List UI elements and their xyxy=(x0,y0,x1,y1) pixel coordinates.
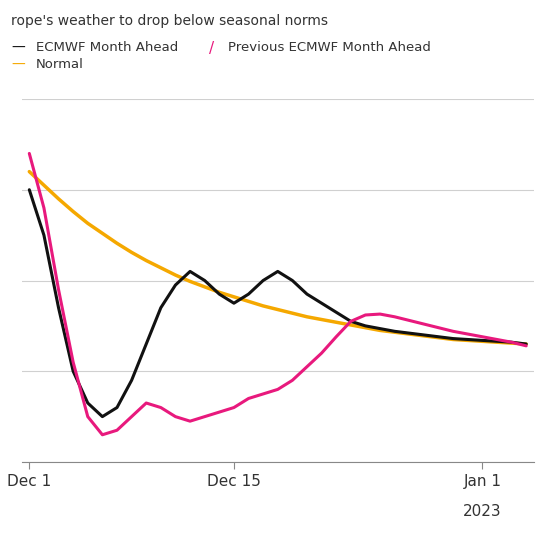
Text: rope's weather to drop below seasonal norms: rope's weather to drop below seasonal no… xyxy=(11,14,328,28)
Text: /: / xyxy=(209,41,214,56)
Text: ECMWF Month Ahead: ECMWF Month Ahead xyxy=(36,41,178,54)
Text: —: — xyxy=(11,41,25,55)
Text: 2023: 2023 xyxy=(463,504,502,519)
Text: —: — xyxy=(11,58,25,72)
Text: Normal: Normal xyxy=(36,58,84,71)
Text: Previous ECMWF Month Ahead: Previous ECMWF Month Ahead xyxy=(228,41,431,54)
